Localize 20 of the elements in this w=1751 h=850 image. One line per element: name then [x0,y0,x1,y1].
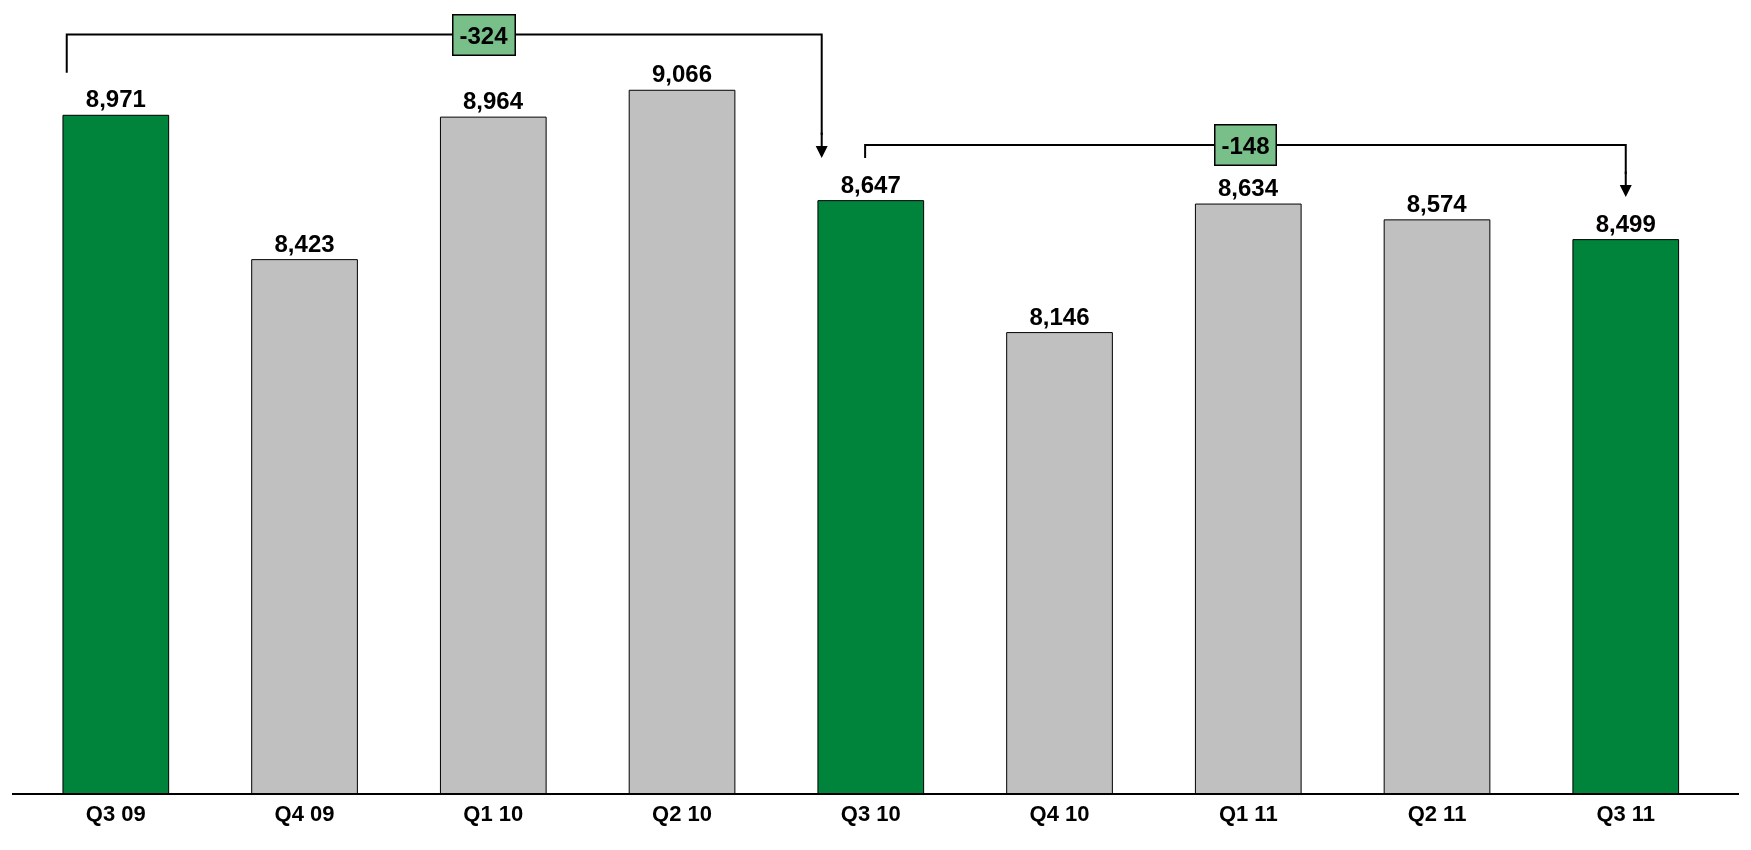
data-label: 8,423 [274,229,335,257]
data-label: 8,647 [840,170,901,198]
x-tick-label: Q4 10 [1029,801,1090,827]
data-label: 8,964 [462,87,524,115]
data-label: 8,634 [1217,174,1279,202]
x-tick-label: Q1 10 [463,801,524,827]
data-label: 8,499 [1595,209,1656,237]
x-tick-label: Q2 11 [1407,801,1467,827]
data-label: 8,574 [1406,189,1468,217]
data-label: 8,146 [1029,302,1090,330]
x-tick-label: Q3 09 [85,801,146,827]
data-label: 8,971 [85,85,146,113]
x-tick-label: Q2 10 [652,801,713,827]
x-tick-label: Q3 11 [1596,801,1656,827]
text: -324 [459,21,509,49]
data-label: 9,066 [652,60,713,88]
annotation: -148 [1221,131,1270,159]
x-tick-label: Q3 10 [840,801,901,827]
x-tick-label: Q4 09 [274,801,335,827]
x-tick-label: Q1 11 [1218,801,1278,827]
